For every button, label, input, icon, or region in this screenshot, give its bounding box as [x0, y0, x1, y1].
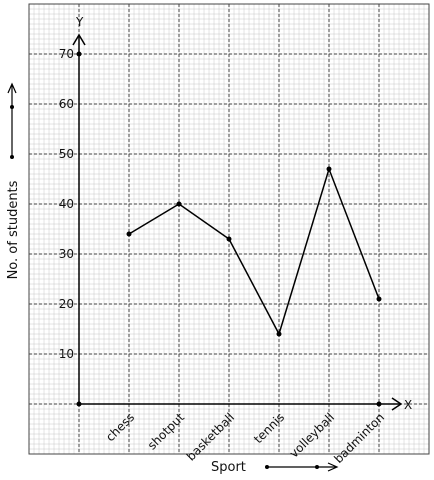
y-tick-label: 20 — [59, 297, 74, 311]
y-tick-label: 60 — [59, 97, 74, 111]
data-point — [376, 296, 382, 302]
data-point — [226, 236, 232, 242]
x-axis-arrowhead — [391, 397, 403, 411]
y-tick-label: 40 — [59, 197, 74, 211]
y-tick-label: 50 — [59, 147, 74, 161]
series-students — [126, 166, 382, 337]
data-point — [276, 331, 282, 337]
grid-border — [28, 3, 430, 455]
y-axis-arrowhead — [72, 33, 86, 46]
data-point — [126, 231, 132, 237]
y-tick-label: 70 — [59, 47, 74, 61]
y-axis-top-point — [76, 51, 82, 57]
y-axis-label-arrow — [7, 82, 17, 159]
x-axis-label: Sport — [211, 460, 246, 475]
x-tick-label: shotput — [145, 410, 188, 453]
y-axis-label: No. of students — [6, 180, 21, 279]
x-axis-letter: X — [404, 398, 412, 412]
y-axis-letter: Y — [75, 15, 84, 29]
x-tick-label: volleyball — [287, 410, 337, 460]
chart-grid — [28, 3, 430, 455]
x-axis-end-point — [376, 401, 382, 407]
y-tick-labels: 10 20 30 40 50 60 70 — [59, 47, 74, 361]
origin-point — [76, 401, 82, 407]
data-point — [326, 166, 332, 172]
y-tick-label: 30 — [59, 247, 74, 261]
series-line — [128, 166, 380, 336]
y-tick-label: 10 — [59, 347, 74, 361]
data-point — [176, 201, 182, 207]
x-axis-label-arrow — [265, 462, 339, 472]
chart-axes: X Y — [72, 15, 412, 412]
